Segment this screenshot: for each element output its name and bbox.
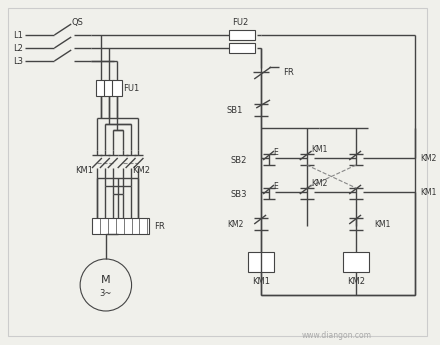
Text: FR: FR: [283, 68, 293, 77]
Bar: [92, 218, 149, 234]
Bar: [96, 80, 106, 96]
Text: KM2: KM2: [347, 277, 365, 286]
Text: SB1: SB1: [227, 106, 243, 115]
Text: QS: QS: [71, 18, 83, 27]
Text: SB3: SB3: [231, 189, 247, 198]
Bar: [248, 252, 274, 272]
Text: KM2: KM2: [132, 166, 150, 175]
Text: E: E: [274, 148, 279, 157]
Text: KM2: KM2: [312, 178, 328, 187]
Bar: [104, 80, 114, 96]
Text: KM1: KM1: [312, 145, 328, 154]
Text: KM1: KM1: [75, 166, 93, 175]
Bar: [112, 80, 122, 96]
Bar: [230, 43, 255, 53]
Text: L3: L3: [13, 57, 23, 66]
Text: KM1: KM1: [420, 187, 437, 197]
Text: FU1: FU1: [123, 83, 139, 92]
Text: KM2: KM2: [227, 219, 243, 228]
Text: FU2: FU2: [232, 18, 249, 27]
Text: www.diangon.com: www.diangon.com: [301, 331, 371, 339]
Text: M: M: [101, 275, 110, 285]
Text: SB2: SB2: [231, 156, 247, 165]
Text: KM1: KM1: [374, 219, 390, 228]
Text: KM1: KM1: [252, 277, 270, 286]
Bar: [230, 30, 255, 40]
Text: KM2: KM2: [420, 154, 437, 162]
Text: FR: FR: [154, 221, 165, 230]
Text: 3~: 3~: [99, 289, 112, 298]
Bar: [343, 252, 369, 272]
Text: L2: L2: [13, 43, 23, 52]
Text: E: E: [274, 181, 279, 190]
Text: L1: L1: [13, 30, 23, 39]
